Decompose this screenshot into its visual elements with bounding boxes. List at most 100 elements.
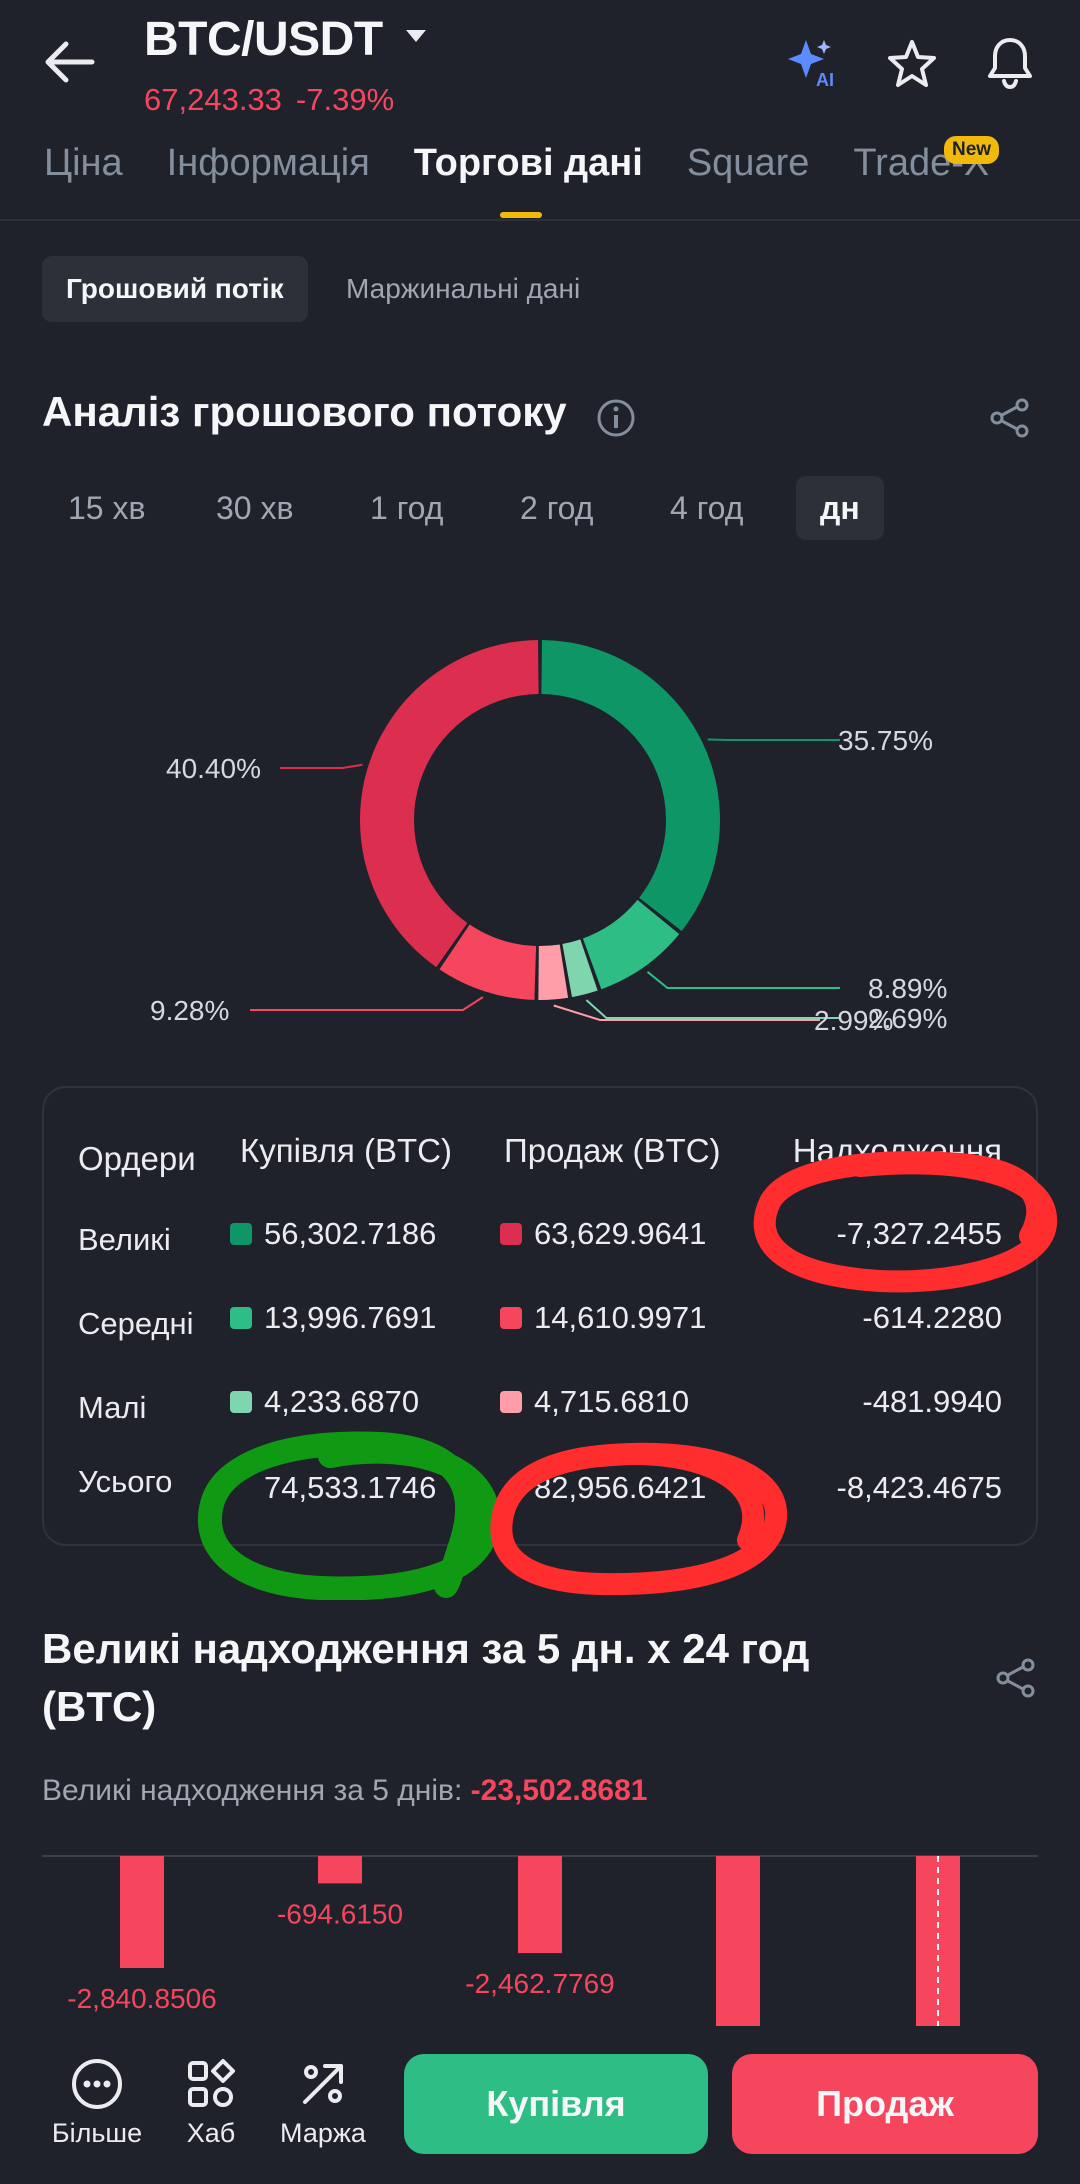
active-tab-indicator: [500, 212, 542, 218]
donut-leader-line: [707, 738, 840, 741]
donut-leader-line: [646, 971, 840, 989]
share-icon[interactable]: [994, 1656, 1038, 1700]
timeframe-1h[interactable]: 1 год: [370, 490, 444, 526]
money-flow-table: Ордери Купівля (BTC) Продаж (BTC) Надход…: [42, 1086, 1038, 1546]
cell-large-net: -7,327.2455: [836, 1216, 1002, 1251]
header-divider: [0, 219, 1080, 221]
donut-slice-label: 40.40%: [166, 753, 261, 784]
timeframe-2h[interactable]: 2 год: [520, 490, 594, 526]
row-label-large: Великі: [78, 1222, 171, 1257]
donut-slice: [360, 640, 539, 968]
hub-grid-icon: [188, 2059, 235, 2107]
nav-hub-label: Хаб: [186, 2118, 236, 2148]
cell-total-net: -8,423.4675: [836, 1470, 1002, 1505]
legend-square: [230, 1222, 252, 1245]
inflow-bar[interactable]: [318, 1856, 362, 1884]
row-label-medium: Середні: [78, 1306, 194, 1341]
tab-info[interactable]: Інформація: [166, 142, 370, 184]
nav-hub[interactable]: Хаб: [156, 2056, 266, 2149]
donut-leader-line: [250, 996, 484, 1011]
summary-label: Великі надходження за 5 днів:: [42, 1774, 463, 1807]
donut-slice-label: 9.28%: [150, 995, 229, 1026]
more-dots-icon: [72, 2059, 122, 2109]
flow-section-title: Аналіз грошового потоку: [42, 388, 567, 435]
cell-total-sell: 82,956.6421: [534, 1470, 707, 1505]
inflow-bar[interactable]: [120, 1856, 164, 1968]
timeframe-1d[interactable]: дн: [796, 476, 884, 540]
star-icon[interactable]: [884, 38, 940, 90]
info-icon[interactable]: [596, 398, 636, 438]
cell-small-net: -481.9940: [862, 1384, 1002, 1419]
nav-more[interactable]: Більше: [42, 2056, 152, 2149]
donut-slice-label: 2.99%: [814, 1005, 893, 1036]
buy-value: 13,996.7691: [264, 1300, 437, 1335]
price-change: -7.39%: [295, 82, 395, 117]
col-header-orders: Ордери: [78, 1140, 196, 1177]
nav-margin[interactable]: Маржа: [268, 2056, 378, 2149]
legend-square: [230, 1306, 252, 1329]
inflow-bar-label: -2,462.7769: [465, 1968, 614, 1999]
buy-value: 56,302.7186: [264, 1216, 437, 1251]
nav-margin-label: Маржа: [280, 2118, 366, 2148]
donut-slice: [439, 924, 537, 1000]
cell-small-sell: 4,715.6810: [500, 1384, 689, 1420]
legend-square: [230, 1390, 252, 1413]
subtab-money-flow[interactable]: Грошовий потік: [42, 256, 308, 322]
row-label-total: Усього: [78, 1464, 173, 1499]
sell-value: 14,610.9971: [534, 1300, 707, 1335]
inflow-bar-label: -694.6150: [277, 1898, 403, 1929]
legend-square: [500, 1222, 522, 1245]
donut-slice: [582, 899, 680, 990]
ai-sparkle-icon[interactable]: AI: [784, 36, 840, 88]
price-line: 67,243.33 -7.39%: [144, 82, 394, 118]
tab-trading-data[interactable]: Торгові дані: [413, 142, 643, 184]
large-inflow-summary: Великі надходження за 5 днів: -23,502.86…: [42, 1774, 647, 1808]
cell-large-sell: 63,629.9641: [500, 1216, 706, 1252]
bell-icon[interactable]: [982, 34, 1038, 90]
cell-medium-sell: 14,610.9971: [500, 1300, 706, 1336]
cell-medium-net: -614.2280: [862, 1300, 1002, 1335]
donut-slice-label: 8.89%: [868, 973, 947, 1004]
margin-icon: [303, 2064, 343, 2104]
large-inflow-title: Великі надходження за 5 дн. х 24 год (BT…: [42, 1625, 810, 1730]
col-header-inflow: Надходження: [792, 1132, 1002, 1169]
back-arrow-icon[interactable]: [42, 40, 98, 84]
inflow-bar[interactable]: [518, 1856, 562, 1954]
inflow-bar-label: -2,840.8506: [67, 1983, 216, 2014]
money-flow-donut-chart: 35.75% 8.89%2.69%2.99% 9.28% 40.40%: [150, 640, 947, 1036]
last-price: 67,243.33: [144, 82, 282, 117]
new-badge: New: [944, 136, 1000, 164]
donut-leader-line: [585, 999, 840, 1019]
tab-price[interactable]: Ціна: [44, 142, 123, 184]
donut-slice-label: 35.75%: [838, 725, 933, 756]
tab-square[interactable]: Square: [686, 142, 810, 184]
summary-value: -23,502.8681: [470, 1774, 648, 1807]
pair-title[interactable]: BTC/USDT: [144, 13, 383, 66]
subtab-margin-data[interactable]: Маржинальні дані: [346, 273, 581, 304]
cell-medium-buy: 13,996.7691: [230, 1300, 436, 1336]
legend-square: [500, 1306, 522, 1329]
donut-slice-label: 2.69%: [868, 1003, 947, 1034]
col-header-buy: Купівля (BTC): [240, 1132, 452, 1169]
ai-label: AI: [816, 70, 834, 88]
timeframe-30m[interactable]: 30 хв: [216, 490, 294, 526]
row-label-small: Малі: [78, 1390, 147, 1425]
donut-slice: [541, 640, 720, 931]
donut-slice: [562, 939, 598, 998]
sell-value: 63,629.9641: [534, 1216, 707, 1251]
donut-slice: [538, 944, 569, 1000]
donut-leader-line: [280, 763, 363, 769]
sell-value: 4,715.6810: [534, 1384, 690, 1419]
main-tabs: Ціна Інформація Торгові дані Square Trad…: [44, 142, 1033, 202]
large-inflow-bar-chart: -2,840.8506 -694.6150 -2,462.7769: [42, 1855, 1038, 2026]
nav-more-label: Більше: [51, 2118, 143, 2148]
legend-square: [500, 1390, 522, 1413]
timeframe-4h[interactable]: 4 год: [670, 490, 744, 526]
buy-button[interactable]: Купівля: [404, 2054, 708, 2154]
timeframe-15m[interactable]: 15 хв: [68, 490, 146, 526]
sell-button[interactable]: Продаж: [732, 2054, 1038, 2154]
caret-down-icon[interactable]: [404, 28, 428, 44]
inflow-bar[interactable]: [716, 1856, 760, 2026]
inflow-bar[interactable]: [916, 1856, 960, 2026]
share-icon[interactable]: [988, 396, 1032, 440]
